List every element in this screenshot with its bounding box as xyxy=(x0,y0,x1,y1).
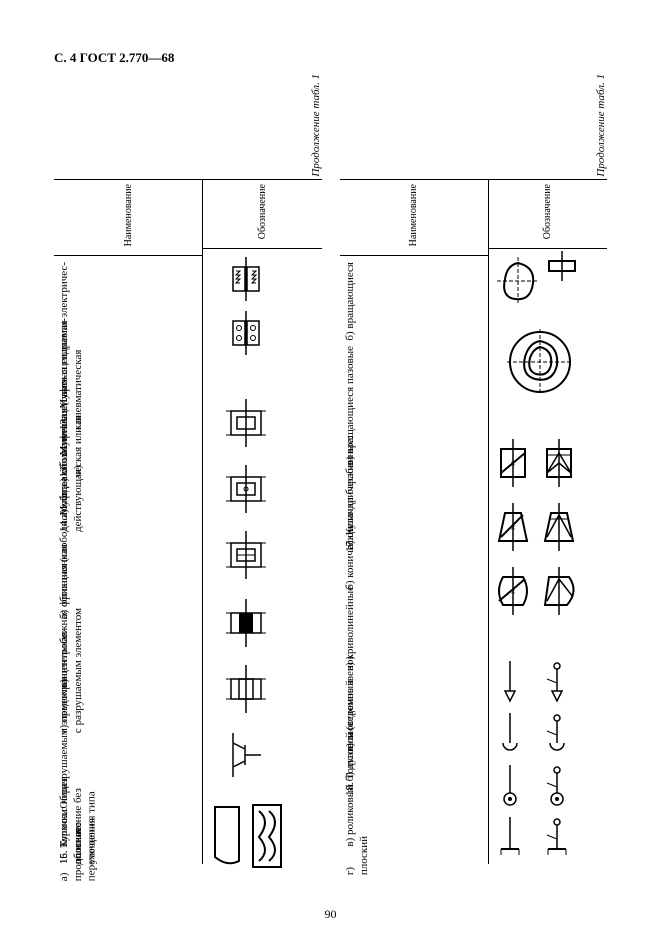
page: С. 4 ГОСТ 2.770—68 Продолжение табл. 1 Н… xyxy=(0,0,661,936)
symbol-follower-roller-2 xyxy=(543,765,571,807)
right-symbol-col: Обозначение xyxy=(489,180,607,864)
symbol-cam-rotating-1 xyxy=(493,253,543,307)
symbol-clutch-centrifugal xyxy=(221,531,271,579)
list-item: г) плоский xyxy=(344,836,372,875)
svg-text:×: × xyxy=(510,523,516,534)
symbol-follower-arc-1 xyxy=(499,713,521,755)
symbol-drum-cyl-1: × xyxy=(493,439,533,487)
symbol-brake xyxy=(227,733,267,777)
symbol-cam-flat-2 xyxy=(249,801,285,871)
left-name-header: Наименование xyxy=(123,180,134,250)
symbol-follower-point-1 xyxy=(499,661,521,703)
right-symbol-body: × × xyxy=(489,249,607,864)
right-column: Продолжение табл. 1 Наименование б) вращ… xyxy=(340,74,608,864)
page-number: 90 xyxy=(0,907,661,922)
symbol-drum-cyl-2 xyxy=(539,439,579,487)
list-item: б) конические xyxy=(344,524,358,590)
columns: Продолжение табл. 1 Наименование 13а. Му… xyxy=(54,74,607,864)
right-name-col: Наименование б) вращающиесяв) вращающиес… xyxy=(340,180,489,864)
list-item: б) дуговой xyxy=(344,732,358,781)
left-name-col: Наименование 13а. Муфта сцепляемая элект… xyxy=(54,180,203,864)
symbol-follower-flat-1 xyxy=(499,817,521,859)
symbol-drum-curv-2 xyxy=(539,567,579,615)
symbol-follower-arc-2 xyxy=(543,713,571,755)
right-name-header: Наименование xyxy=(408,180,419,250)
svg-text:×: × xyxy=(510,587,516,598)
continuation-label-left: Продолжение табл. 1 xyxy=(310,74,322,177)
symbol-cam-flat-1 xyxy=(209,801,245,871)
symbol-clutch-safety-break xyxy=(221,599,271,647)
symbol-cam-groove xyxy=(503,325,577,399)
symbol-follower-roller-1 xyxy=(499,765,521,807)
list-item: а) продольного перемещения xyxy=(58,818,99,881)
symbol-follower-point-2 xyxy=(543,661,571,703)
symbol-cam-rotating-2 xyxy=(545,251,579,281)
symbol-follower-flat-2 xyxy=(543,817,571,859)
list-item: б) вращающиеся xyxy=(344,262,358,341)
page-header: С. 4 ГОСТ 2.770—68 xyxy=(54,50,607,66)
symbol-clutch-auto xyxy=(221,399,271,447)
left-symbol-header: Обозначение xyxy=(257,180,268,243)
symbol-clutch-hydraulic xyxy=(221,311,271,355)
symbol-drum-cone-2 xyxy=(539,503,579,551)
symbol-clutch-overrun xyxy=(221,465,271,513)
symbol-clutch-safety-nobreak xyxy=(221,665,271,713)
right-name-body: б) вращающиесяв) вращающиеся пазовые17. … xyxy=(340,256,488,864)
symbol-clutch-electric xyxy=(221,257,271,301)
left-table: Наименование 13а. Муфта сцепляемая элект… xyxy=(54,179,322,864)
right-table: Наименование б) вращающиесяв) вращающиес… xyxy=(340,179,608,864)
left-symbol-col: Обозначение xyxy=(203,180,321,864)
symbol-drum-cone-1: × xyxy=(493,503,533,551)
right-symbol-header: Обозначение xyxy=(542,180,553,243)
left-column: Продолжение табл. 1 Наименование 13а. Му… xyxy=(54,74,322,864)
symbol-drum-curv-1: × xyxy=(493,567,533,615)
left-symbol-body xyxy=(203,249,321,864)
continuation-label-right: Продолжение табл. 1 xyxy=(595,74,607,177)
left-name-body: 13а. Муфта сцепляемая электричес- кая13б… xyxy=(54,256,202,864)
svg-text:×: × xyxy=(510,459,516,470)
